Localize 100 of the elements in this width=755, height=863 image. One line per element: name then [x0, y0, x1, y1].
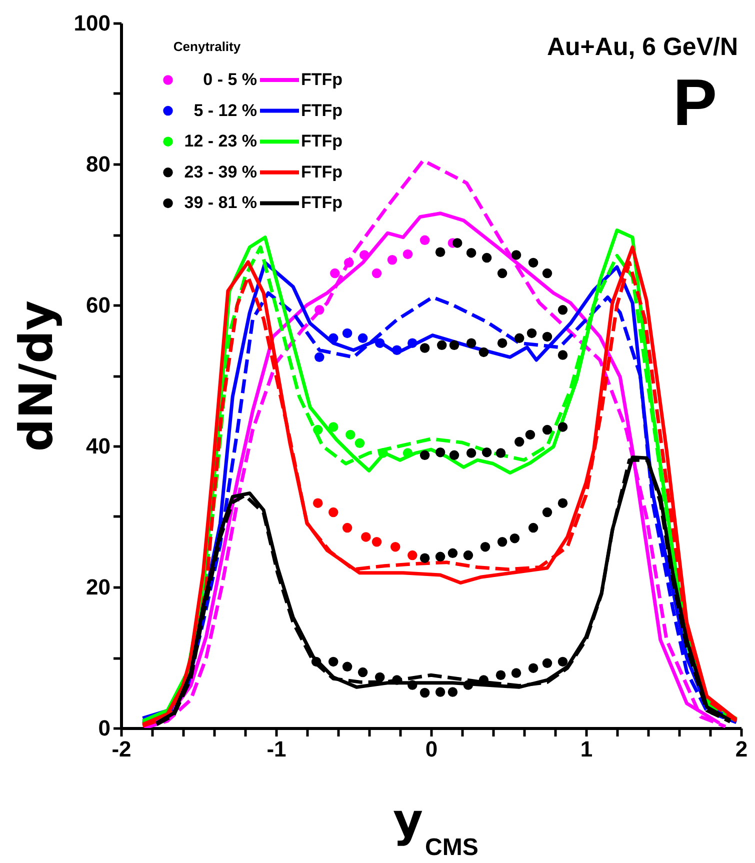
point: [478, 347, 489, 358]
point: [542, 507, 552, 518]
point: [346, 430, 356, 440]
point: [449, 450, 460, 460]
point: [510, 533, 520, 544]
y-axis-title: dN/dy: [8, 300, 63, 452]
point: [435, 247, 446, 257]
point: [496, 670, 506, 680]
legend-label: 0 - 5 %: [203, 70, 257, 89]
point: [528, 258, 538, 268]
x-tick-label: 1: [580, 736, 593, 762]
point: [542, 332, 552, 342]
point: [342, 328, 352, 338]
point: [528, 522, 538, 533]
point: [463, 550, 474, 560]
point: [312, 498, 323, 508]
point: [436, 340, 447, 350]
point: [314, 305, 324, 315]
point: [466, 448, 476, 458]
point: [312, 424, 323, 435]
point: [378, 448, 388, 458]
point: [328, 333, 338, 343]
legend-label: FTFp: [301, 193, 343, 212]
y-tick-label: 60: [86, 292, 110, 318]
point: [528, 663, 538, 673]
point: [482, 447, 492, 458]
point: [435, 687, 446, 697]
point: [514, 436, 524, 447]
point: [328, 422, 338, 432]
point: [420, 450, 430, 460]
point: [361, 532, 371, 542]
point: [328, 656, 338, 667]
point: [478, 675, 489, 685]
point: [420, 688, 430, 698]
point: [511, 250, 522, 260]
y-tick-label: 40: [86, 434, 110, 458]
legend-label: FTFp: [301, 70, 343, 89]
point: [408, 680, 418, 690]
point: [392, 345, 402, 355]
point: [420, 235, 430, 246]
point: [390, 542, 400, 552]
point: [525, 430, 536, 440]
x-tick-label: 2: [735, 736, 748, 762]
point: [328, 507, 338, 518]
point: [496, 448, 506, 458]
y-tick-label: 80: [86, 152, 110, 176]
point: [497, 268, 508, 278]
point: [542, 268, 552, 278]
point: [420, 553, 430, 563]
point: [449, 340, 460, 350]
point: [542, 658, 552, 668]
point: [497, 338, 508, 348]
annotation: P: [672, 65, 718, 139]
legend-label: FTFp: [301, 132, 343, 151]
point: [402, 448, 413, 458]
point: [542, 424, 552, 435]
point: [311, 656, 322, 667]
point: [402, 249, 413, 260]
point: [497, 537, 508, 547]
point: [342, 522, 352, 533]
point: [408, 550, 418, 560]
point: [387, 255, 398, 265]
point: [435, 552, 446, 562]
point: [511, 668, 522, 678]
y-tick-label: 20: [86, 574, 110, 600]
point: [358, 333, 368, 343]
x-tick-label: -1: [266, 736, 286, 762]
point: [392, 675, 402, 685]
point: [558, 305, 568, 315]
point: [482, 252, 492, 263]
point: [466, 338, 476, 348]
legend-label: FTFp: [301, 100, 343, 120]
point: [408, 338, 418, 348]
point: [435, 447, 446, 458]
x-tick-label: 0: [425, 736, 438, 762]
legend-label: 5 - 12 %: [194, 100, 257, 120]
point: [374, 672, 385, 682]
x-tick-label: -2: [112, 736, 132, 762]
point: [354, 438, 365, 448]
point: [463, 680, 474, 690]
point: [452, 238, 462, 248]
legend-label: 23 - 39 %: [184, 162, 257, 182]
y-tick-label: 100: [74, 10, 110, 36]
point: [372, 268, 382, 278]
point: [466, 248, 476, 258]
point: [372, 537, 382, 547]
point: [558, 498, 568, 508]
point: [448, 548, 458, 558]
point: [448, 687, 458, 697]
legend-title: Cenytrality: [173, 39, 242, 54]
point: [374, 338, 385, 348]
point: [558, 422, 568, 432]
point: [526, 328, 537, 338]
point: [359, 250, 370, 260]
y-tick-label: 0: [98, 716, 110, 740]
legend-label: FTFp: [301, 162, 343, 182]
point: [558, 656, 568, 667]
legend-label: 12 - 23 %: [184, 132, 257, 151]
point: [558, 350, 568, 360]
legend-label: 39 - 81 %: [184, 193, 257, 212]
